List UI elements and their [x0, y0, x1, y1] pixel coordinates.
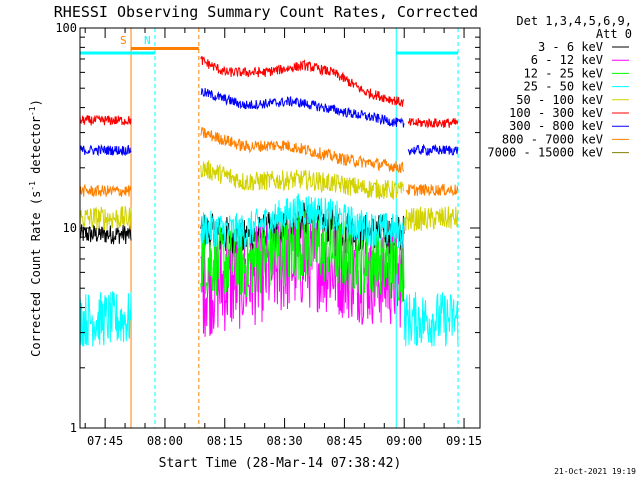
legend-item-label: 300 - 800 keV — [509, 119, 603, 133]
series-line — [200, 160, 405, 201]
x-tick-label: 08:30 — [267, 434, 303, 448]
legend-item-label: 12 - 25 keV — [524, 66, 603, 80]
series-line — [403, 206, 459, 232]
legend-item-label: 3 - 6 keV — [538, 40, 603, 54]
y-label-end: ) — [29, 99, 43, 106]
series-line — [200, 193, 405, 249]
x-tick-label: 08:15 — [207, 434, 243, 448]
y-tick-label: 10 — [63, 221, 77, 235]
series-line — [200, 56, 405, 107]
flag-marker: S — [120, 28, 132, 428]
series-trace — [79, 127, 459, 198]
legend-header-detectors: Det 1,3,4,5,6,9, — [516, 14, 632, 28]
x-axis: 07:45 08:00 08:15 08:30 08:45 09:00 09:15 — [84, 28, 482, 448]
flag-marker: N — [144, 28, 156, 428]
legend-item: 50 - 100 keV — [516, 93, 629, 107]
legend-header-attenuator: Att 0 — [596, 27, 632, 41]
y-label-mid: detector — [29, 116, 43, 181]
x-tick-label: 08:00 — [147, 434, 183, 448]
series-line — [200, 127, 405, 174]
legend-item: 7000 - 15000 keV — [487, 146, 629, 160]
flag-marker-label: N — [144, 34, 151, 47]
legend-item: 25 - 50 keV — [524, 80, 629, 94]
series-line — [79, 143, 132, 157]
series-line — [79, 183, 132, 198]
series-line — [403, 291, 459, 347]
legend-item: 300 - 800 keV — [509, 119, 629, 133]
series-line — [79, 114, 132, 126]
series-line — [79, 291, 132, 347]
x-tick-label: 09:15 — [446, 434, 482, 448]
series-line — [407, 117, 459, 129]
series-line — [406, 183, 459, 197]
series-trace — [200, 213, 405, 337]
series-line — [407, 143, 459, 157]
legend-item-label: 6 - 12 keV — [531, 53, 603, 67]
legend-item: 6 - 12 keV — [531, 53, 629, 67]
y-label-main: Corrected Count Rate (s — [29, 191, 43, 357]
x-tick-label: 08:45 — [326, 434, 362, 448]
legend-item: 800 - 7000 keV — [502, 132, 629, 146]
legend-item-label: 800 - 7000 keV — [502, 132, 603, 146]
series-trace — [79, 160, 459, 232]
series-line — [79, 206, 132, 231]
legend-item: 100 - 300 keV — [509, 106, 629, 120]
x-tick-label: 07:45 — [87, 434, 123, 448]
legend-item-label: 25 - 50 keV — [524, 80, 603, 94]
y-tick-label: 100 — [55, 21, 77, 35]
y-tick-label: 1 — [70, 421, 77, 435]
series-line — [200, 87, 405, 128]
legend-item-label: 7000 - 15000 keV — [487, 146, 603, 160]
series-trace — [79, 56, 459, 129]
flag-marker-label: S — [120, 34, 127, 47]
series-trace — [79, 193, 459, 347]
series-line — [79, 224, 132, 245]
series-line — [200, 213, 405, 337]
x-tick-label: 09:00 — [386, 434, 422, 448]
y-label-sup2: -1 — [28, 106, 37, 116]
legend-item-label: 50 - 100 keV — [516, 93, 603, 107]
y-label-sup1: -1 — [28, 181, 37, 191]
footer-date: 21-Oct-2021 19:19 — [554, 467, 636, 476]
legend-item-label: 100 - 300 keV — [509, 106, 603, 120]
chart-title: RHESSI Observing Summary Count Rates, Co… — [54, 3, 478, 21]
y-axis: 1 10 100 — [55, 21, 480, 435]
y-axis-label: Corrected Count Rate (s-1 detector-1) — [28, 99, 43, 357]
series-trace — [79, 87, 459, 157]
legend-item: 3 - 6 keV — [538, 40, 629, 54]
legend-item: 12 - 25 keV — [524, 66, 629, 80]
x-axis-label: Start Time (28-Mar-14 07:38:42) — [159, 456, 402, 471]
